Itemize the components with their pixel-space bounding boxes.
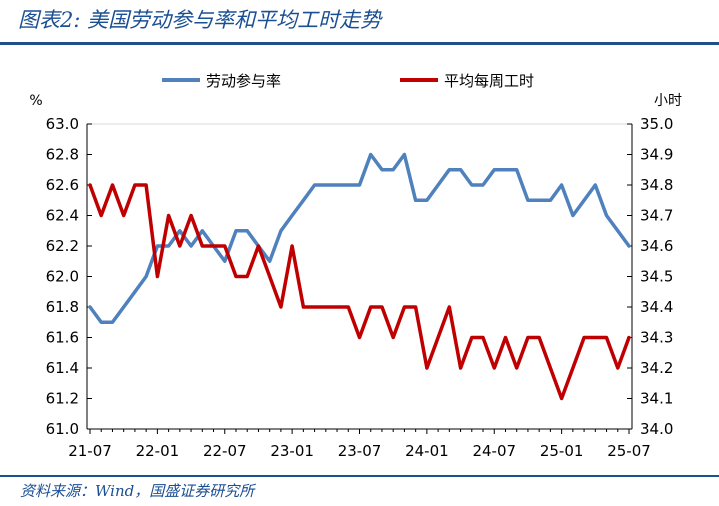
series-lines — [88, 152, 631, 401]
right-tick-label: 34.2 — [640, 359, 673, 377]
left-tick-labels: 63.0 62.8 62.6 62.4 62.2 62.0 61.8 61.6 61.4 61.2… — [46, 115, 92, 438]
left-tick-label: 62.4 — [46, 207, 79, 225]
x-tick-label: 24-07 — [472, 442, 516, 460]
x-tick-label: 25-01 — [540, 442, 584, 460]
plot-frame — [86, 123, 633, 430]
right-tick-label: 34.5 — [640, 268, 673, 286]
x-tick-label: 24-01 — [405, 442, 449, 460]
left-tick-label: 62.2 — [46, 237, 79, 255]
right-tick-label: 34.8 — [640, 176, 673, 194]
x-tick-labels: 21-07 22-01 22-07 23-01 23-07 24-01 24-07 25-01… — [68, 429, 651, 460]
x-tick-label: 23-07 — [338, 442, 382, 460]
x-tick-label: 22-07 — [203, 442, 247, 460]
left-tick-label: 62.8 — [46, 146, 79, 164]
legend-label-hours: 平均每周工时 — [444, 72, 534, 90]
legend-label-participation: 劳动参与率 — [206, 72, 281, 90]
right-tick-label: 34.7 — [640, 207, 673, 225]
right-tick-label: 34.3 — [640, 329, 673, 347]
right-axis-unit: 小时 — [654, 93, 682, 109]
right-tick-labels: 35.0 34.9 34.8 34.7 34.6 34.5 34.4 34.3 34.2 34.1… — [627, 115, 673, 438]
right-tick-label: 34.0 — [640, 420, 673, 438]
axes — [86, 124, 633, 430]
figure-title: 图表2: 美国劳动参与率和平均工时走势 — [18, 8, 382, 32]
left-tick-label: 61.8 — [46, 298, 79, 316]
avg-weekly-hours-line — [88, 183, 631, 401]
x-tick-label: 25-07 — [607, 442, 651, 460]
left-axis-unit: % — [29, 93, 42, 109]
left-tick-label: 61.4 — [46, 359, 79, 377]
left-tick-label: 61.6 — [46, 329, 79, 347]
left-tick-label: 62.0 — [46, 268, 79, 286]
left-tick-label: 62.6 — [46, 176, 79, 194]
x-tick-label: 21-07 — [68, 442, 112, 460]
x-tick-label: 23-01 — [270, 442, 314, 460]
right-tick-label: 34.4 — [640, 298, 673, 316]
left-tick-label: 61.2 — [46, 390, 79, 408]
legend: 劳动参与率 平均每周工时 — [162, 72, 534, 90]
source-note: 资料来源：Wind，国盛证券研究所 — [20, 482, 255, 500]
source-rule — [0, 475, 719, 477]
participation-rate-line — [88, 152, 631, 324]
left-tick-label: 61.0 — [46, 420, 79, 438]
title-rule — [0, 42, 719, 45]
left-tick-label: 63.0 — [46, 115, 79, 133]
right-tick-label: 34.1 — [640, 390, 673, 408]
right-tick-label: 35.0 — [640, 115, 673, 133]
right-tick-label: 34.6 — [640, 237, 673, 255]
right-tick-label: 34.9 — [640, 146, 673, 164]
x-tick-label: 22-01 — [136, 442, 180, 460]
